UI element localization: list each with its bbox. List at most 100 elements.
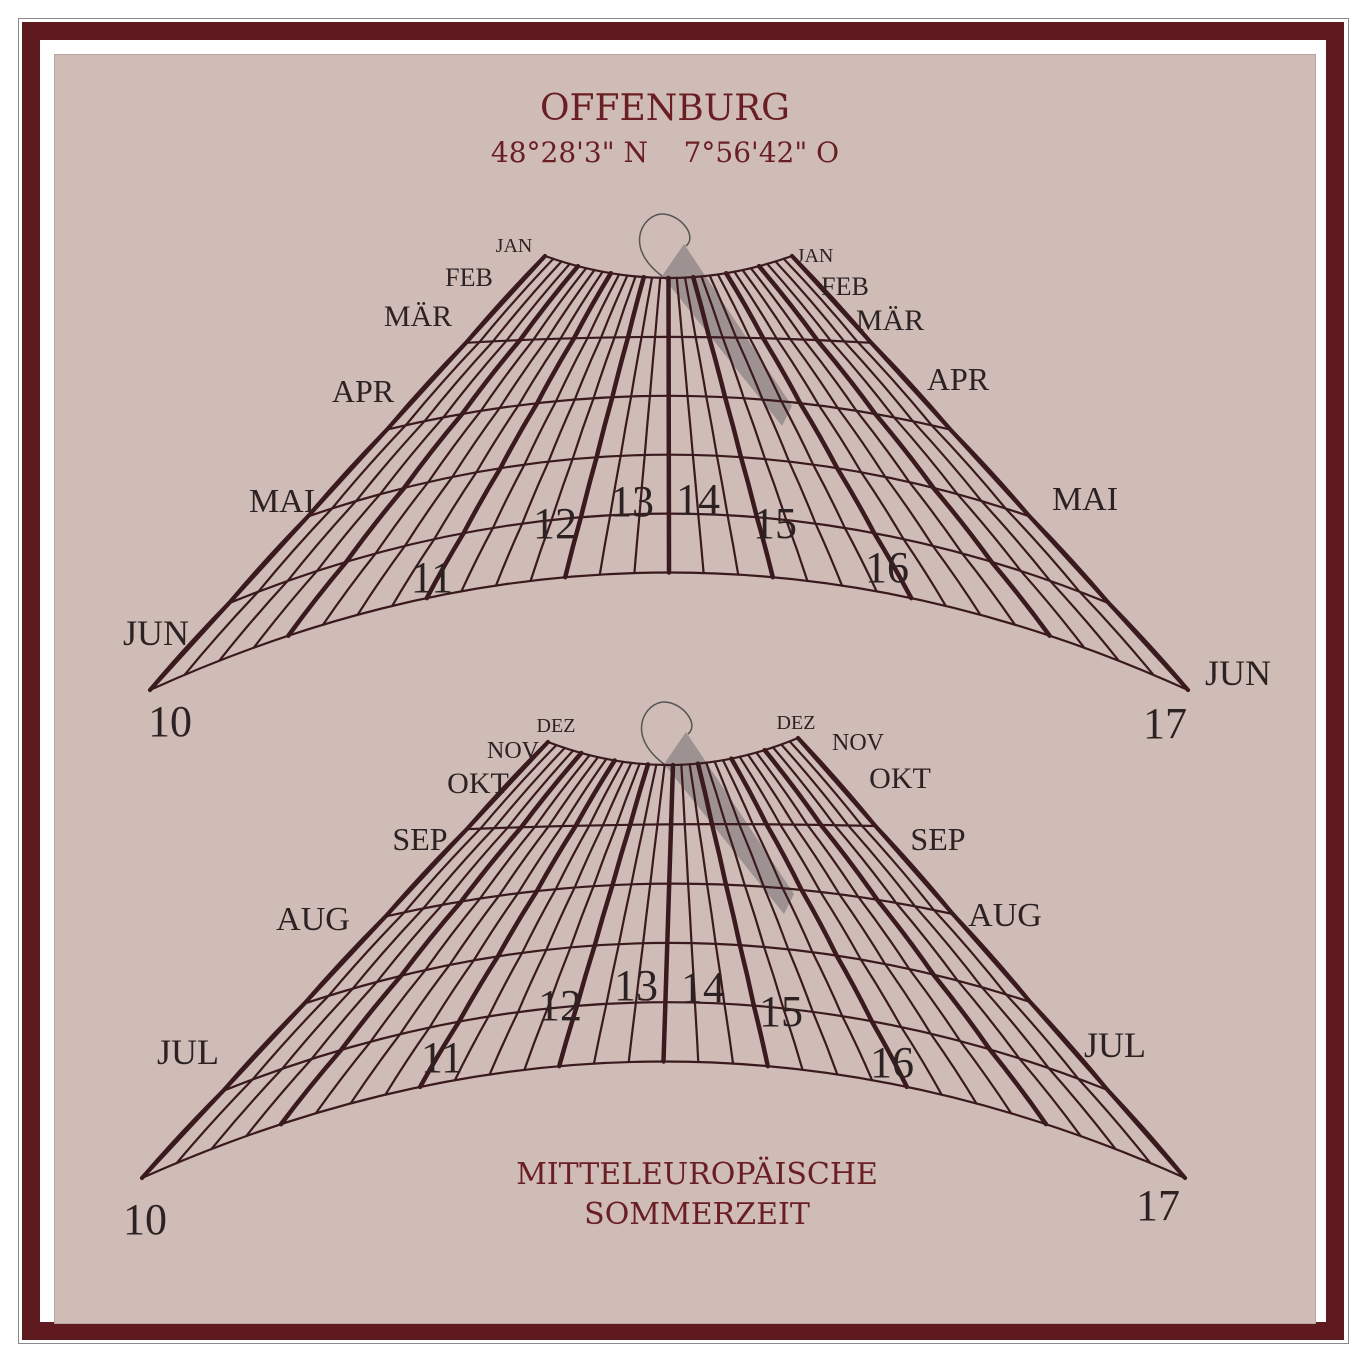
coordinates: 48°28'3" N 7°56'42" O bbox=[491, 136, 839, 169]
hour-line bbox=[780, 743, 1117, 1151]
month-label-left: AUG bbox=[276, 901, 350, 938]
month-label-right: MÄR bbox=[856, 304, 924, 337]
hour-line bbox=[774, 260, 1120, 662]
hour-line bbox=[755, 751, 1013, 1115]
month-label-right: NOV bbox=[832, 730, 885, 756]
month-label-right: OKT bbox=[869, 762, 931, 795]
hour-line bbox=[633, 276, 662, 575]
hour-line-major bbox=[690, 274, 776, 580]
date-curve bbox=[149, 571, 1189, 692]
month-label-left: MAI bbox=[249, 483, 315, 520]
hour-line bbox=[688, 763, 735, 1065]
boundary-left bbox=[140, 740, 550, 1180]
hour-label: 13 bbox=[610, 477, 654, 526]
hour-line-major bbox=[729, 756, 910, 1090]
month-label-right: FEB bbox=[821, 272, 869, 301]
hour-line bbox=[245, 749, 575, 1138]
hour-line bbox=[592, 763, 658, 1065]
hour-line bbox=[675, 276, 705, 575]
hour-line-major bbox=[756, 263, 1052, 638]
hour-label: 13 bbox=[614, 961, 658, 1010]
hour-line bbox=[683, 276, 740, 576]
boundary-right bbox=[796, 736, 1187, 1180]
hour-line bbox=[766, 262, 1086, 649]
top-hour-labels: 10 11 12 13 14 15 16 17 bbox=[148, 475, 1187, 748]
hour-label: 15 bbox=[759, 987, 803, 1036]
hour-line bbox=[788, 740, 1152, 1165]
month-label-left: JUL bbox=[157, 1032, 219, 1072]
hour-line-major bbox=[417, 758, 617, 1090]
hour-line bbox=[738, 755, 943, 1096]
hour-line-major bbox=[556, 762, 651, 1069]
month-label-left: MÄR bbox=[384, 300, 452, 333]
month-label-right: JAN bbox=[797, 245, 834, 267]
hour-line bbox=[782, 257, 1155, 676]
hour-line bbox=[746, 753, 978, 1105]
hour-line-major bbox=[286, 263, 581, 638]
hour-line bbox=[210, 746, 566, 1151]
hour-line bbox=[321, 267, 588, 626]
hour-line bbox=[598, 276, 654, 576]
hour-label: 10 bbox=[148, 697, 192, 746]
month-label-left: JUN bbox=[123, 613, 189, 653]
hour-line bbox=[175, 743, 558, 1165]
month-label-left: SEP bbox=[392, 821, 447, 857]
hour-label: 16 bbox=[870, 1038, 914, 1087]
hour-line bbox=[391, 270, 604, 608]
hour-line bbox=[721, 759, 874, 1082]
bottom-dial bbox=[140, 701, 1187, 1180]
month-label-right: JUN bbox=[1205, 653, 1271, 693]
month-label-left: JAN bbox=[496, 235, 533, 257]
hour-line-major bbox=[723, 270, 914, 601]
hour-line-major bbox=[562, 274, 647, 580]
hour-line bbox=[494, 274, 629, 587]
hour-label: 11 bbox=[411, 553, 453, 602]
hour-line bbox=[356, 268, 596, 616]
hour-line bbox=[700, 275, 809, 582]
month-label-left: NOV bbox=[487, 738, 540, 764]
hour-label: 12 bbox=[533, 499, 577, 548]
top-dial bbox=[148, 213, 1190, 692]
month-label-right: AUG bbox=[968, 897, 1042, 934]
top-month-labels: JAN FEB MÄR APR MAI JUN JAN FEB MÄR APR … bbox=[123, 235, 1271, 693]
month-label-right: SEP bbox=[910, 821, 965, 857]
month-label-left: APR bbox=[332, 373, 395, 409]
hour-line bbox=[384, 757, 608, 1096]
hour-line-major bbox=[666, 275, 672, 575]
hour-line bbox=[529, 275, 637, 582]
hour-line bbox=[708, 274, 844, 587]
hour-label: 11 bbox=[421, 1033, 463, 1082]
hour-line-major bbox=[695, 761, 771, 1069]
hour-line bbox=[627, 763, 666, 1064]
hour-line bbox=[680, 763, 700, 1064]
hour-label: 10 bbox=[123, 1195, 167, 1244]
hour-line bbox=[218, 260, 563, 662]
timezone-line-2: SOMMERZEIT bbox=[584, 1197, 810, 1232]
hour-line bbox=[349, 756, 600, 1105]
hour-line-major bbox=[424, 270, 614, 601]
hour-line bbox=[488, 761, 633, 1076]
hour-label: 17 bbox=[1143, 699, 1187, 748]
month-label-right: APR bbox=[927, 361, 990, 397]
hour-line bbox=[460, 273, 621, 593]
bottom-hour-labels: 10 11 12 13 14 15 16 17 bbox=[123, 961, 1180, 1244]
hour-line bbox=[705, 761, 804, 1071]
gnomon-icon bbox=[640, 701, 693, 765]
hour-label: 16 bbox=[865, 543, 909, 592]
hour-line bbox=[733, 270, 947, 608]
hour-label: 14 bbox=[676, 475, 720, 524]
hour-label: 12 bbox=[538, 981, 582, 1030]
bottom-month-labels: DEZ NOV OKT SEP AUG JUL DEZ NOV OKT SEP … bbox=[157, 712, 1146, 1072]
hour-line bbox=[749, 267, 1017, 626]
month-label-left: OKT bbox=[447, 767, 509, 800]
boundary-right bbox=[790, 254, 1190, 692]
month-label-right: MAI bbox=[1052, 481, 1118, 518]
hour-line-major bbox=[278, 750, 584, 1127]
gnomon-icon bbox=[638, 213, 691, 277]
hour-line-major bbox=[762, 747, 1049, 1127]
hour-line-major bbox=[661, 762, 676, 1064]
month-label-right: JUL bbox=[1084, 1025, 1146, 1065]
hour-line bbox=[741, 268, 982, 616]
month-label-right: DEZ bbox=[777, 712, 816, 734]
